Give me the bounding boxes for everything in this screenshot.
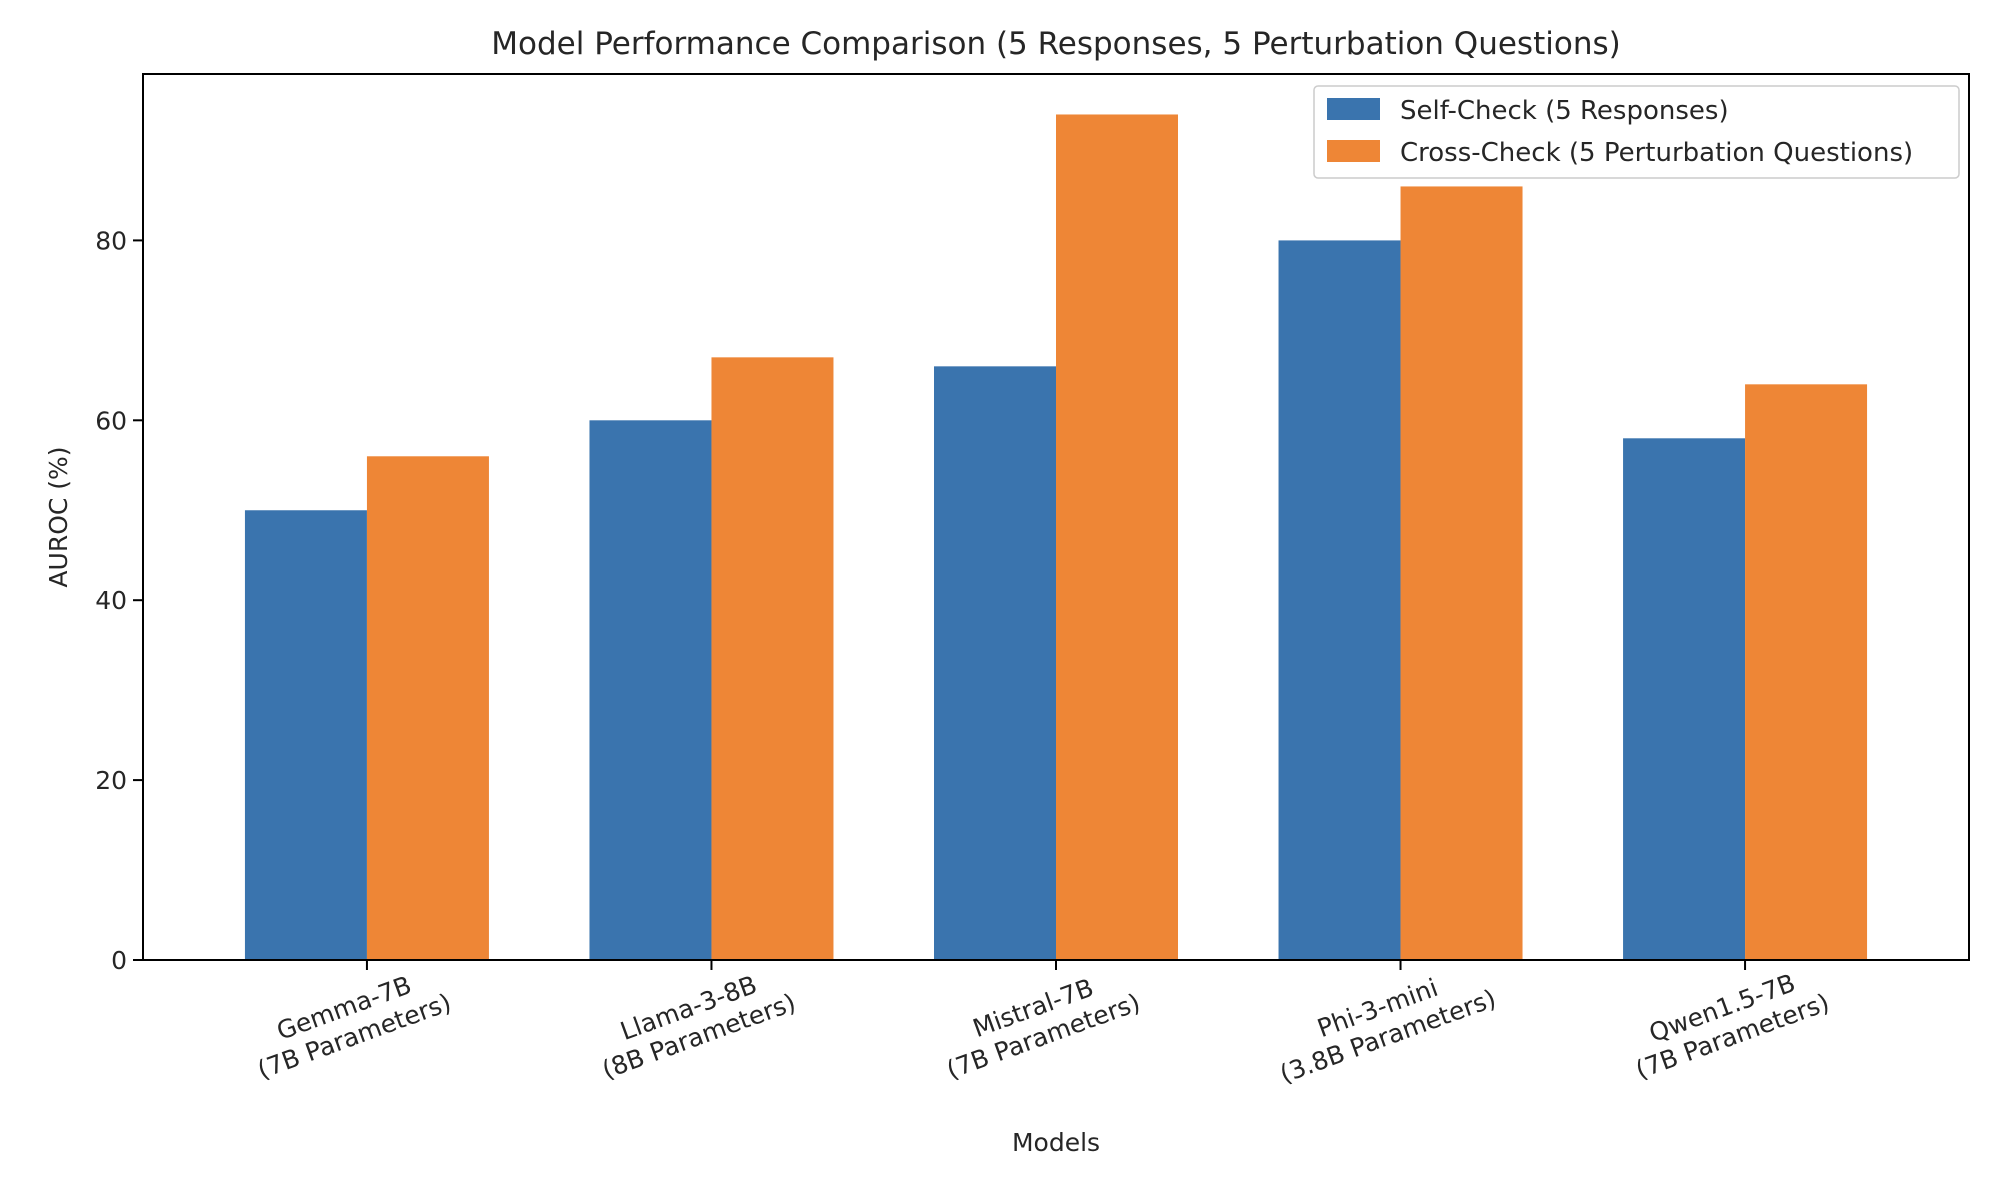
legend-label-cross-check: Cross-Check (5 Perturbation Questions) — [1400, 138, 1913, 168]
y-tick-label: 80 — [95, 226, 127, 255]
y-tick-label: 0 — [111, 946, 127, 975]
bar-self-check-1 — [589, 420, 712, 960]
y-tick-label: 60 — [95, 406, 127, 435]
x-tick-label-group: Gemma-7B(7B Parameters) — [254, 970, 455, 1084]
chart-title: Model Performance Comparison (5 Response… — [491, 26, 1620, 62]
bar-self-check-4 — [1623, 438, 1746, 960]
bar-cross-check-2 — [1056, 114, 1178, 960]
bar-self-check-3 — [1278, 240, 1401, 960]
x-axis: Gemma-7B(7B Parameters) Llama-3-8B(8B Par… — [254, 960, 1833, 1089]
legend-box — [1313, 85, 1960, 179]
x-axis-label: Models — [1012, 1128, 1100, 1157]
bar-cross-check-0 — [366, 456, 489, 960]
bars-group — [244, 114, 1868, 961]
y-axis: 0 20 40 60 80 — [95, 226, 143, 975]
y-axis-label: AUROC (%) — [44, 446, 73, 587]
bar-self-check-2 — [934, 366, 1056, 960]
x-tick-label-group: Phi-3-mini(3.8B Parameters) — [1276, 973, 1500, 1089]
y-tick-label: 40 — [95, 586, 127, 615]
bar-cross-check-4 — [1745, 384, 1868, 961]
legend: Self-Check (5 Responses) Cross-Check (5 P… — [1313, 85, 1960, 179]
x-tick-label-group: Llama-3-8B(8B Parameters) — [598, 970, 799, 1085]
bar-self-check-0 — [244, 510, 367, 960]
legend-label-self-check: Self-Check (5 Responses) — [1400, 96, 1729, 126]
x-tick-label-group: Mistral-7B(7B Parameters) — [943, 973, 1144, 1085]
y-tick-label: 20 — [95, 766, 127, 795]
bar-cross-check-1 — [711, 357, 834, 960]
bar-cross-check-3 — [1400, 186, 1523, 961]
legend-swatch-cross-check — [1327, 140, 1380, 162]
legend-swatch-self-check — [1327, 98, 1380, 120]
x-tick-label-group: Qwen1.5-7B(7B Parameters) — [1632, 968, 1833, 1084]
